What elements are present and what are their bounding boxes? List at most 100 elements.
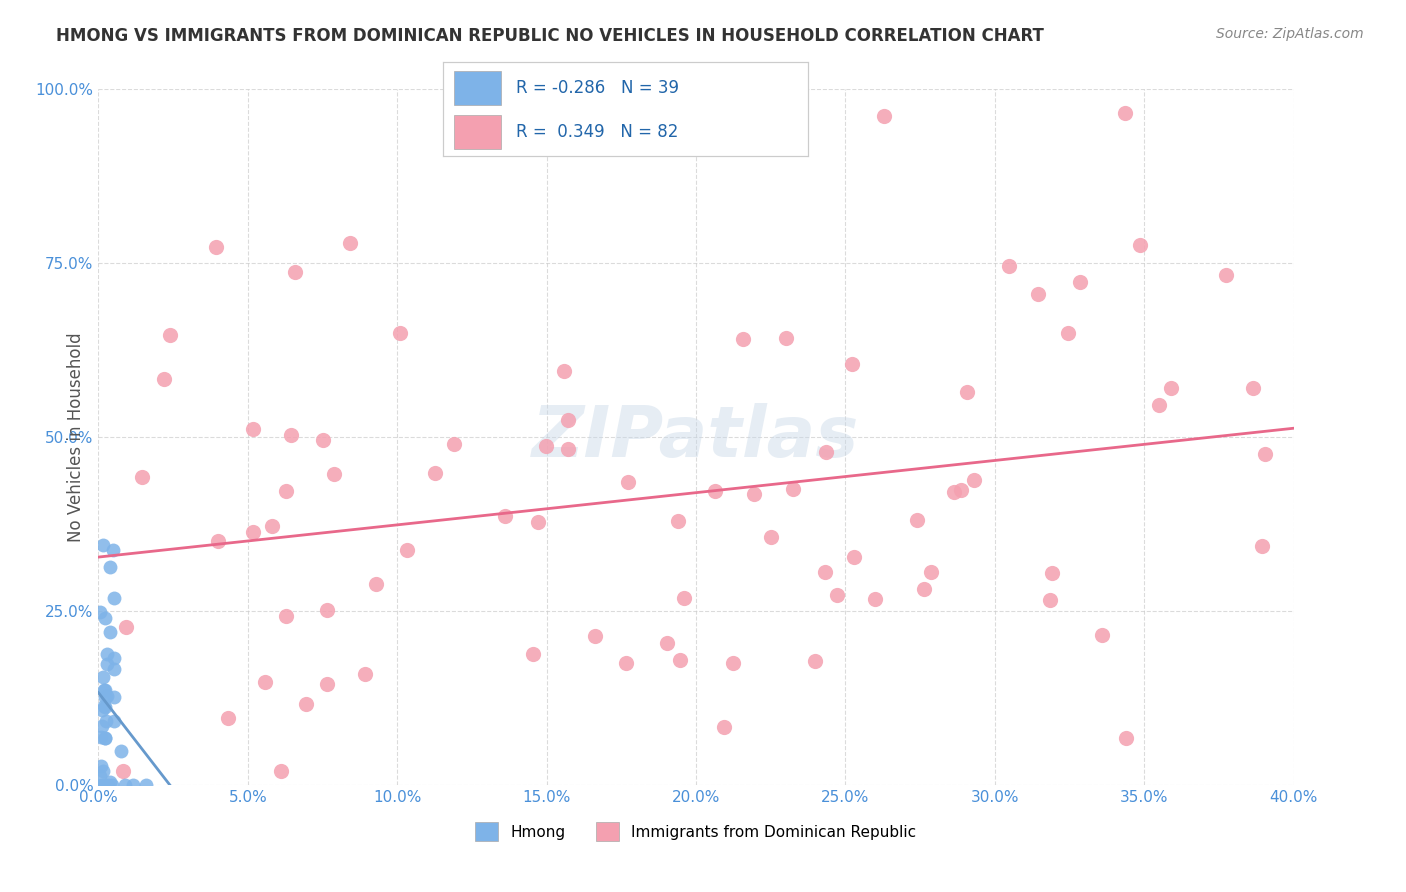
Point (553, 364, 575, 378)
Point (721, 657, 744, 671)
Point (96, 647, 118, 661)
Text: Source: ZipAtlas.com: Source: ZipAtlas.com (1216, 27, 1364, 41)
Point (90, 778, 112, 792)
Point (949, 483, 972, 498)
Point (284, 265, 307, 279)
Point (1250, 539, 1272, 553)
Point (1039, 593, 1062, 607)
Point (912, 582, 935, 596)
Point (388, 326, 411, 340)
Point (666, 514, 689, 528)
Point (1147, 398, 1170, 412)
Point (814, 565, 837, 579)
Point (1091, 628, 1114, 642)
Point (956, 385, 979, 400)
Legend: Hmong, Immigrants from Dominican Republic: Hmong, Immigrants from Dominican Republi… (470, 816, 922, 847)
Point (782, 482, 804, 496)
Point (315, 677, 337, 691)
Point (1026, 287, 1049, 301)
Point (669, 653, 692, 667)
Point (1114, 105, 1136, 120)
Point (114, 778, 136, 792)
Point (354, 667, 377, 681)
Point (294, 698, 316, 712)
Point (93, 698, 115, 713)
Point (825, 588, 848, 602)
Point (655, 636, 678, 650)
Point (873, 109, 896, 123)
FancyBboxPatch shape (454, 115, 502, 149)
Point (274, 484, 297, 499)
Point (1253, 447, 1275, 461)
Point (94, 611, 117, 625)
Point (270, 764, 292, 778)
Point (115, 620, 138, 634)
Point (274, 609, 297, 624)
Point (803, 654, 825, 668)
Point (152, 372, 174, 386)
Point (159, 327, 181, 342)
Point (253, 675, 276, 690)
Point (91, 702, 114, 716)
Point (522, 648, 544, 662)
Point (205, 240, 228, 254)
Point (94, 731, 117, 745)
Point (963, 473, 986, 487)
Point (135, 778, 157, 792)
Text: R =  0.349   N = 82: R = 0.349 N = 82 (516, 123, 678, 141)
Point (704, 483, 727, 498)
Point (242, 422, 264, 436)
Point (101, 543, 124, 558)
Point (94, 690, 117, 704)
Point (90, 719, 112, 733)
Point (1069, 275, 1091, 289)
Point (443, 437, 465, 451)
Point (103, 591, 125, 606)
Text: R = -0.286   N = 39: R = -0.286 N = 39 (516, 78, 679, 96)
Point (262, 519, 284, 533)
Point (91, 670, 114, 684)
Point (316, 603, 339, 617)
Point (1115, 731, 1137, 746)
Point (815, 445, 838, 459)
Point (90, 731, 112, 745)
Point (775, 331, 797, 345)
Point (93, 778, 115, 792)
Point (494, 509, 516, 524)
Point (98, 625, 121, 640)
Point (842, 550, 865, 565)
Point (583, 629, 606, 643)
Text: HMONG VS IMMIGRANTS FROM DOMINICAN REPUBLIC NO VEHICLES IN HOUSEHOLD CORRELATION: HMONG VS IMMIGRANTS FROM DOMINICAN REPUB… (56, 27, 1045, 45)
Point (1040, 566, 1063, 580)
Point (110, 744, 132, 758)
Point (89, 605, 111, 619)
Point (673, 591, 696, 605)
Point (96, 714, 118, 729)
Point (943, 484, 966, 499)
Point (89, 768, 111, 782)
Point (131, 470, 153, 484)
Point (94, 683, 117, 698)
Point (557, 413, 579, 427)
Point (94, 731, 117, 746)
Point (339, 235, 361, 250)
Point (217, 711, 239, 725)
Point (1241, 381, 1264, 395)
Point (207, 534, 229, 549)
Point (733, 332, 755, 346)
Point (280, 428, 302, 442)
Point (111, 764, 134, 778)
Point (865, 592, 887, 607)
Point (998, 259, 1021, 273)
Point (93, 683, 115, 698)
Point (323, 467, 346, 482)
Point (1215, 268, 1237, 282)
Point (103, 690, 125, 705)
Point (94, 700, 117, 714)
Point (395, 543, 418, 558)
Point (1160, 381, 1182, 395)
Point (98, 774, 121, 789)
Point (103, 651, 125, 665)
Point (93, 778, 115, 792)
Point (96, 657, 118, 672)
